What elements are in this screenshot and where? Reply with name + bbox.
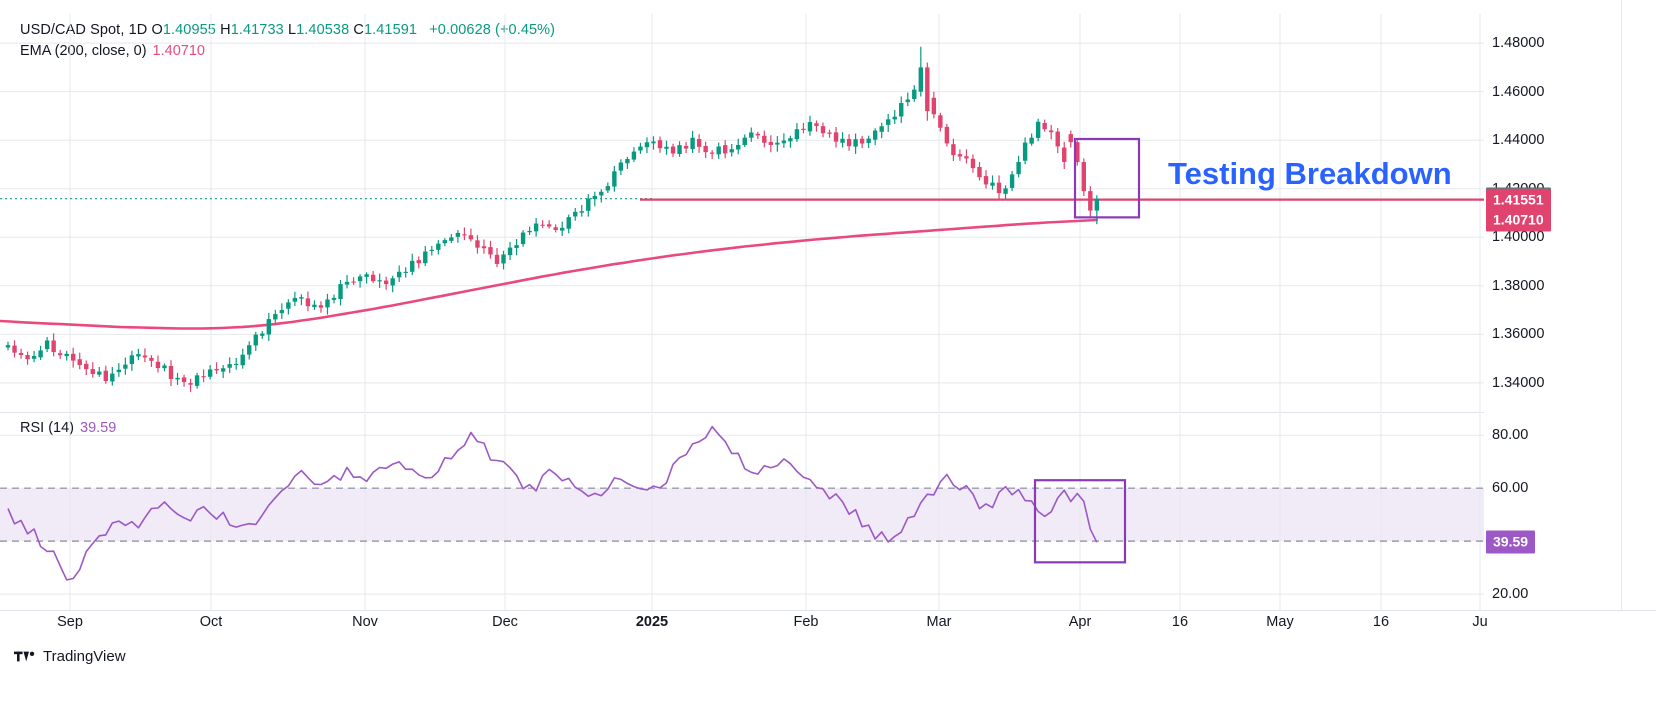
rsi-axis-label: 60.00: [1492, 480, 1529, 497]
price-axis-label: 1.40000: [1492, 229, 1545, 246]
change-value: +0.00628 (+0.45%): [429, 22, 556, 38]
time-axis-label: Mar: [926, 614, 952, 630]
price-axis-label: 1.38000: [1492, 277, 1545, 294]
chart-legend-main[interactable]: USD/CAD Spot, 1D O1.40955 H1.41733 L1.40…: [20, 22, 555, 38]
chart-legend-rsi[interactable]: RSI (14) 39.59: [20, 420, 116, 436]
rsi-pane[interactable]: [0, 414, 1484, 610]
ema-label: EMA (200, close, 0): [20, 43, 147, 59]
time-axis-label: 2025: [635, 614, 669, 630]
tradingview-footer[interactable]: TradingView: [14, 648, 126, 665]
chart-legend-ema[interactable]: EMA (200, close, 0) 1.40710: [20, 43, 205, 59]
open-value: 1.40955: [162, 22, 216, 38]
time-axis-label: May: [1266, 614, 1294, 630]
time-axis-label: Apr: [1068, 614, 1092, 630]
time-axis-label: Oct: [199, 614, 223, 630]
tradingview-brand: TradingView: [43, 648, 126, 665]
rsi-axis-label: 20.00: [1492, 586, 1529, 603]
open-key: O: [151, 22, 163, 38]
rsi-label: RSI (14): [20, 420, 74, 436]
price-axis-label: 1.34000: [1492, 374, 1545, 391]
close-value: 1.41591: [363, 22, 418, 38]
pane-divider: [0, 412, 1484, 413]
price-axis-label: 1.36000: [1492, 326, 1545, 343]
price-pane[interactable]: [0, 14, 1484, 412]
rsi-axis-label: 80.00: [1492, 427, 1529, 444]
time-axis-divider: [0, 610, 1656, 611]
price-axis-label: 1.46000: [1492, 83, 1545, 100]
high-key: H: [220, 22, 231, 38]
low-value: 1.40538: [296, 22, 350, 38]
rsi-value: 39.59: [80, 420, 117, 436]
time-axis-label: Sep: [57, 614, 83, 630]
time-axis-label: Ju: [1472, 614, 1488, 630]
right-border: [1621, 0, 1622, 610]
tradingview-logo-icon: [14, 651, 35, 662]
price-badge-pink[interactable]: 1.40710: [1486, 208, 1551, 232]
time-axis-label: Nov: [352, 614, 378, 630]
high-value: 1.41733: [230, 22, 284, 38]
close-key: C: [353, 22, 364, 38]
scale-divider: [1484, 0, 1485, 610]
time-axis-label: Dec: [492, 614, 518, 630]
price-badge-pink[interactable]: 1.41551: [1486, 188, 1551, 212]
low-key: L: [287, 22, 297, 38]
time-axis-label: 16: [1372, 614, 1390, 630]
symbol-label[interactable]: USD/CAD Spot, 1D: [20, 22, 148, 38]
rsi-badge[interactable]: 39.59: [1486, 530, 1536, 554]
time-axis-label: Feb: [793, 614, 819, 630]
annotation-testing-breakdown[interactable]: Testing Breakdown: [1168, 155, 1452, 191]
time-axis-label: 16: [1171, 614, 1189, 630]
ema-value: 1.40710: [152, 43, 205, 59]
price-axis-label: 1.48000: [1492, 35, 1545, 52]
price-axis-label: 1.44000: [1492, 132, 1545, 149]
